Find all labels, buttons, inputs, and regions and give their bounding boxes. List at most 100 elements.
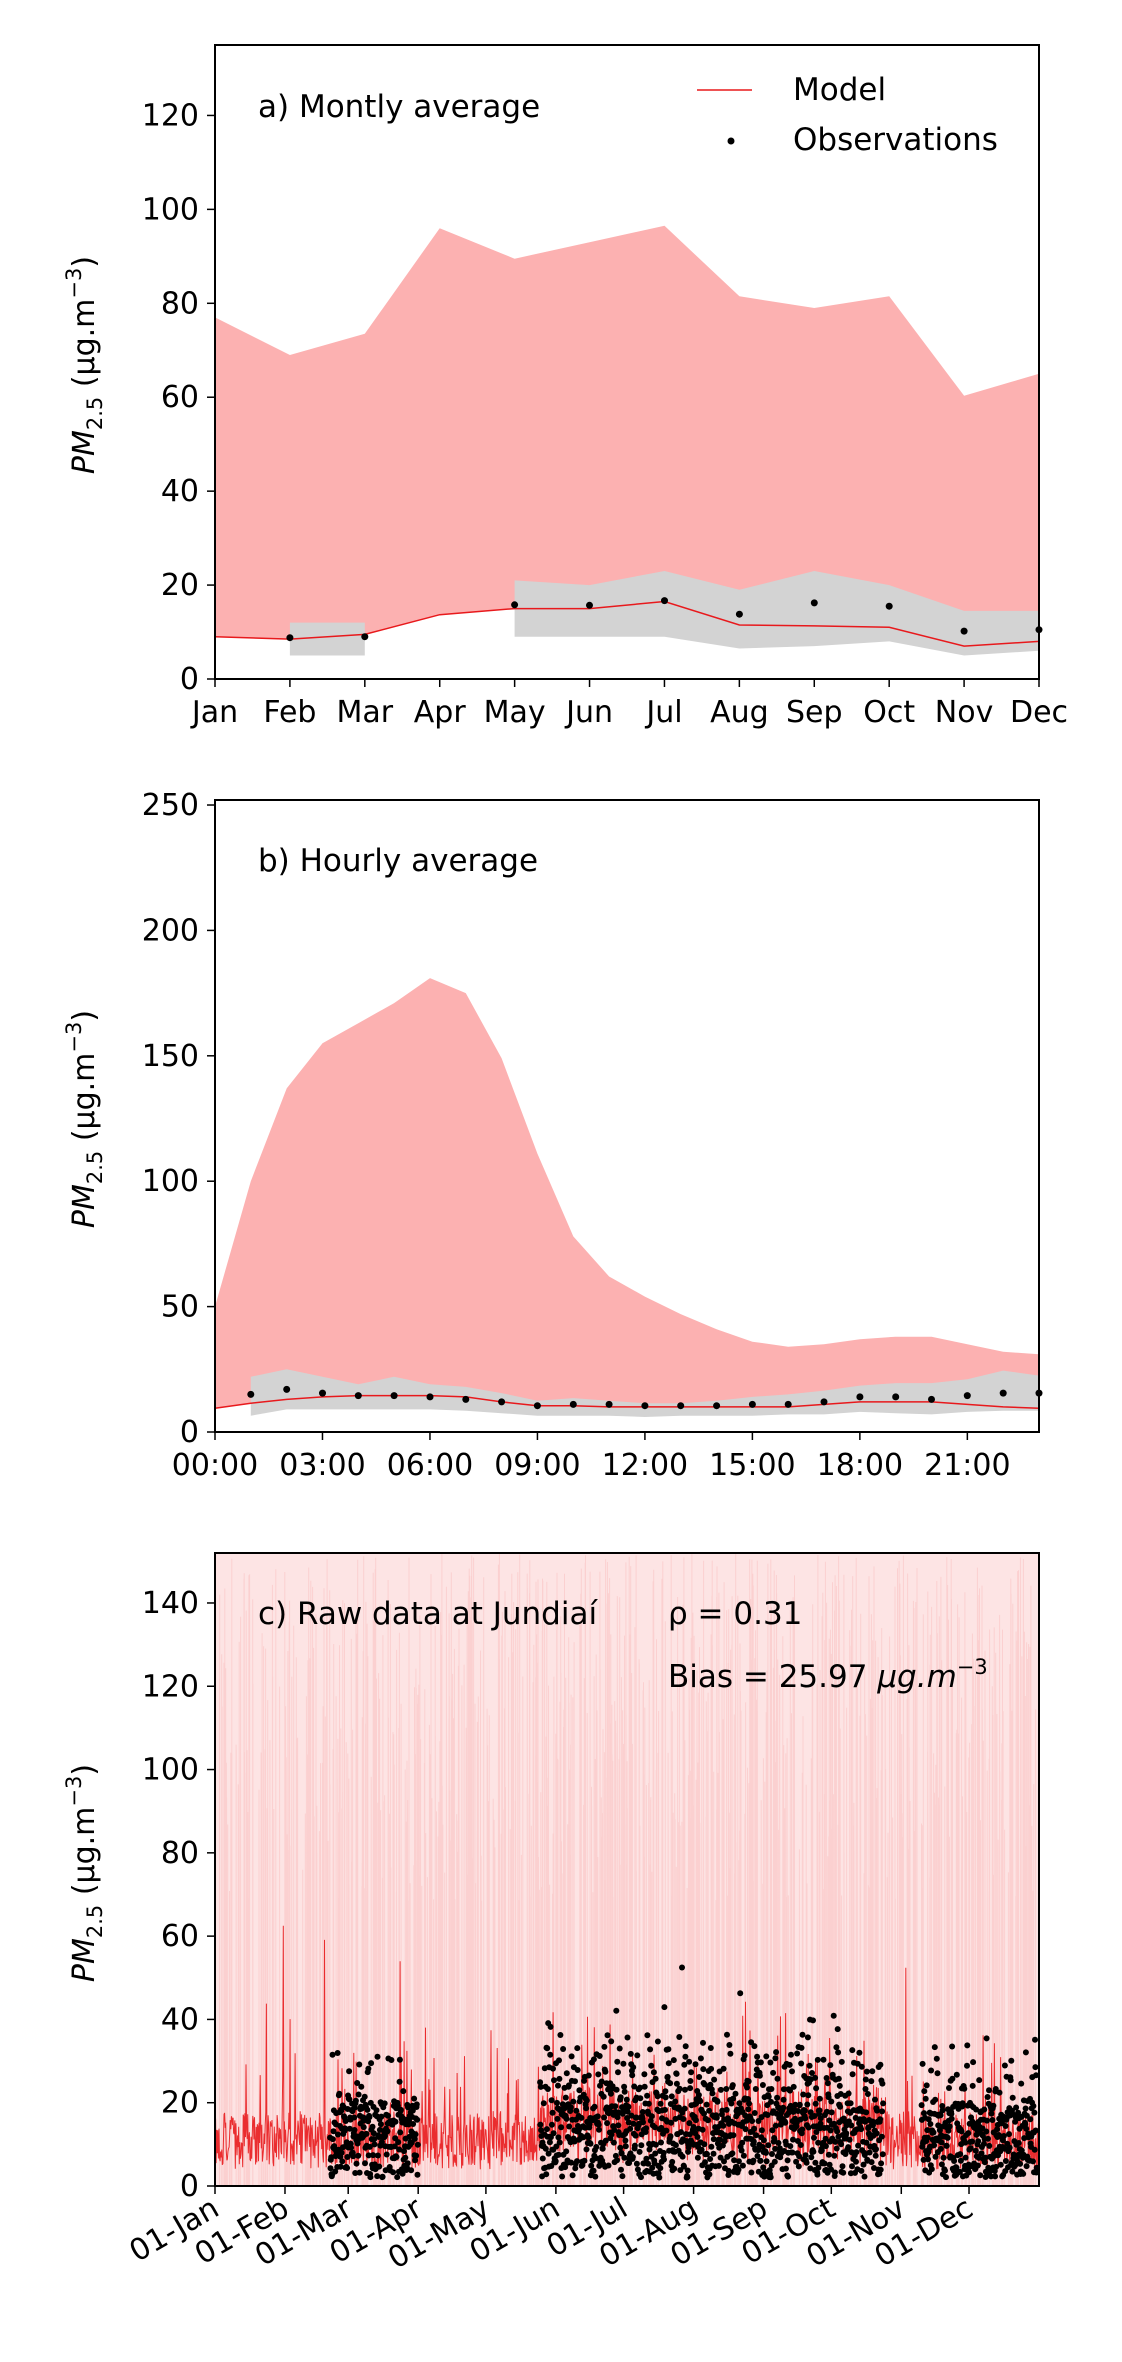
panel-b-x-tick-label: 15:00	[709, 1448, 795, 1483]
observation-point	[342, 2125, 348, 2132]
observation-point	[768, 2086, 775, 2092]
observation-point	[724, 2031, 730, 2038]
observation-point	[346, 2125, 353, 2132]
observation-point	[330, 2128, 337, 2135]
observation-point	[644, 2032, 651, 2039]
observation-point	[586, 601, 593, 609]
observation-point	[1017, 2160, 1024, 2167]
observation-point	[798, 2060, 805, 2067]
observation-point	[374, 2152, 381, 2159]
observation-point	[538, 2127, 545, 2134]
observation-point	[684, 2167, 691, 2174]
observation-point	[820, 2056, 827, 2063]
panel-b-y-tick-label: 50	[161, 1290, 199, 1325]
observation-point	[928, 1395, 935, 1403]
observation-point	[599, 2145, 606, 2152]
observation-point	[573, 2107, 580, 2114]
observation-point	[782, 2119, 789, 2126]
observation-point	[764, 2112, 771, 2118]
observation-point	[787, 2102, 794, 2109]
panel-b-y-tick-label: 150	[142, 1039, 199, 1074]
observation-point	[569, 2172, 576, 2179]
observation-point	[660, 2149, 667, 2156]
observation-point	[652, 2075, 659, 2082]
observation-point	[1001, 2062, 1008, 2069]
observation-point	[629, 2154, 636, 2160]
observation-point	[966, 2169, 972, 2176]
observation-point	[339, 2158, 346, 2165]
observation-range-band	[289, 622, 365, 656]
observation-point	[860, 2161, 867, 2168]
observation-point	[996, 2089, 1003, 2096]
observation-point	[846, 2136, 853, 2143]
observation-point	[601, 2043, 608, 2050]
observation-point	[361, 633, 369, 641]
observation-point	[685, 2148, 692, 2155]
observation-point	[373, 2107, 380, 2114]
observation-point	[409, 2107, 416, 2114]
observation-point	[855, 2142, 862, 2149]
observation-point	[350, 2153, 357, 2160]
observation-point	[864, 2091, 871, 2097]
observation-point	[630, 2064, 637, 2071]
model-line	[214, 600, 1040, 647]
observation-point	[568, 2053, 575, 2060]
observation-point	[974, 2162, 981, 2169]
observation-point	[578, 2114, 585, 2121]
observation-point	[707, 2045, 714, 2051]
observation-point	[988, 2110, 995, 2117]
observation-point	[763, 2053, 770, 2060]
observation-point	[688, 2069, 695, 2076]
observation-point	[687, 2078, 694, 2084]
observation-point	[608, 2038, 615, 2045]
observation-point	[748, 1400, 756, 1408]
observation-point	[919, 2060, 926, 2067]
observation-point	[845, 2090, 852, 2097]
observation-point	[673, 2070, 680, 2077]
observation-point	[843, 2130, 850, 2137]
observation-point	[614, 2157, 620, 2164]
observation-point	[1023, 2163, 1030, 2170]
panel-b-y-axis-label: PM2.5 (μg.m−3)	[62, 1010, 107, 1228]
panel-b-x-tick-label: 03:00	[279, 1448, 365, 1483]
observation-point	[601, 2114, 608, 2121]
observation-point	[858, 2126, 865, 2133]
observation-point	[654, 2038, 661, 2045]
observation-point	[631, 2083, 638, 2090]
observation-point	[744, 2084, 750, 2091]
observation-point	[641, 1402, 649, 1410]
observation-point	[806, 2062, 813, 2069]
observation-point	[833, 2145, 840, 2152]
panel-a-y-tick-label: 20	[161, 568, 199, 603]
observation-point	[937, 2112, 944, 2119]
observation-point	[686, 2120, 693, 2127]
observation-point	[981, 2106, 988, 2113]
observation-point	[820, 1398, 828, 1406]
observation-point	[873, 2130, 880, 2137]
observation-point	[401, 2148, 407, 2155]
observation-point	[771, 2158, 778, 2165]
observation-point	[1027, 2116, 1034, 2123]
observation-point	[835, 2049, 842, 2056]
observation-point	[630, 2120, 637, 2127]
observation-point	[374, 2173, 381, 2180]
observation-point	[878, 2133, 885, 2140]
observation-point	[366, 2143, 373, 2150]
observation-point	[772, 2122, 779, 2129]
observation-point	[567, 2104, 574, 2111]
observation-point	[565, 2082, 572, 2089]
observation-point	[1020, 2170, 1027, 2177]
observation-point	[355, 2152, 362, 2159]
observation-point	[834, 2026, 841, 2033]
observation-point	[678, 2129, 684, 2136]
panel-b-axes: 0 50 100 150 200 250 00:00 03:00 06:00 09:00 12:00…	[142, 788, 1040, 1483]
observation-point	[997, 2161, 1004, 2168]
observation-point	[754, 2053, 761, 2060]
observation-point	[376, 2163, 383, 2170]
observation-point	[511, 601, 519, 609]
observation-point	[920, 2156, 927, 2163]
observation-range-band	[250, 1369, 1040, 1417]
observation-point	[849, 2163, 855, 2170]
observation-point	[763, 2158, 770, 2165]
observation-point	[984, 2117, 990, 2124]
